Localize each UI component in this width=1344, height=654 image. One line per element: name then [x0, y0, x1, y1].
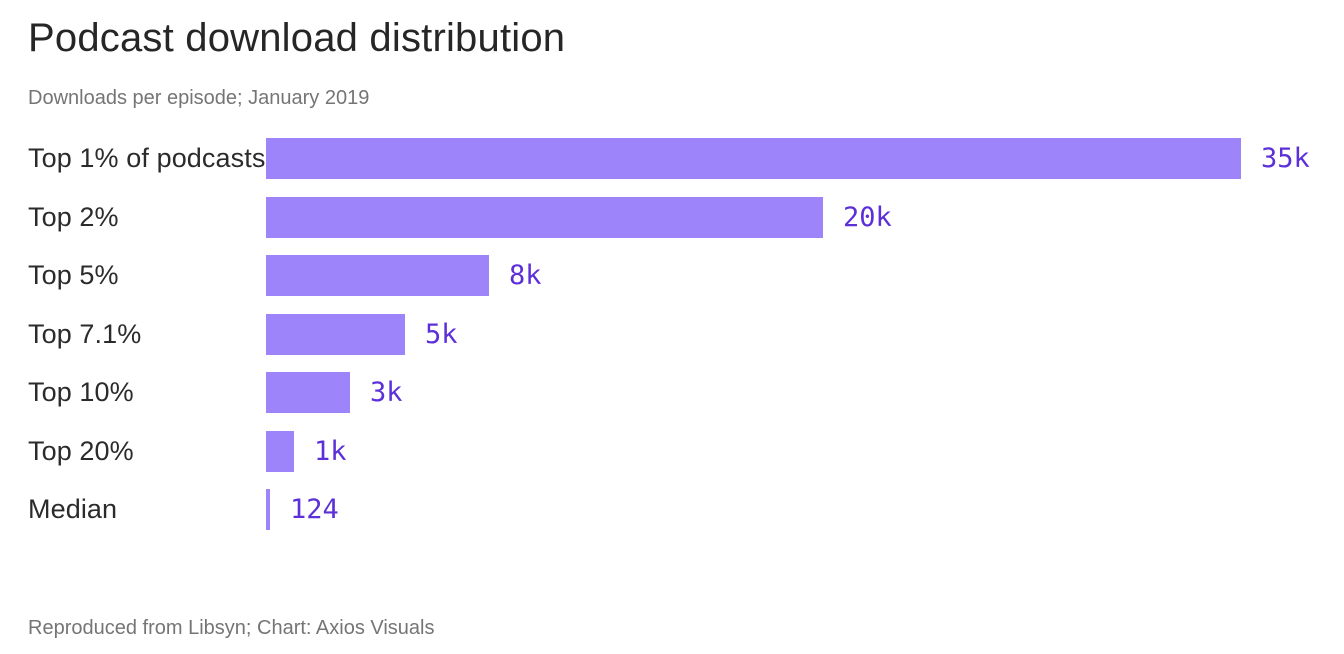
value-label: 5k: [425, 318, 458, 350]
bar: [266, 255, 489, 296]
chart-row: Top 2% 20k: [28, 196, 1316, 238]
category-label: Top 7.1%: [28, 318, 142, 349]
chart-row: Top 20% 1k: [28, 430, 1316, 472]
chart-row: Top 5% 8k: [28, 255, 1316, 296]
chart-container: Podcast download distribution Downloads …: [0, 16, 1344, 640]
bar: [266, 430, 294, 472]
bar: [266, 196, 823, 238]
bar: [266, 372, 350, 413]
category-label: Median: [28, 494, 118, 524]
value-label: 8k: [509, 260, 542, 291]
value-label: 124: [290, 494, 339, 525]
bar: [266, 313, 405, 355]
category-label: Top 5%: [28, 260, 119, 290]
chart-row: Median 124: [28, 489, 1316, 530]
value-label: 1k: [314, 435, 347, 467]
category-label: Top 2%: [28, 201, 119, 232]
bar: [266, 138, 1241, 179]
bar-chart: Top 1% of podcasts 35k Top 2% 20k Top 5%…: [28, 138, 1316, 530]
value-label: 20k: [843, 201, 892, 233]
chart-row: Top 7.1% 5k: [28, 313, 1316, 355]
value-label: 35k: [1261, 143, 1310, 174]
category-label: Top 20%: [28, 435, 134, 466]
bar: [266, 489, 270, 530]
chart-subtitle: Downloads per episode; January 2019: [28, 87, 370, 109]
category-label: Top 10%: [28, 377, 134, 407]
chart-row: Top 1% of podcasts 35k: [28, 138, 1316, 179]
chart-row: Top 10% 3k: [28, 372, 1316, 413]
value-label: 3k: [370, 377, 403, 408]
source-note: Reproduced from Libsyn; Chart: Axios Vis…: [28, 617, 435, 639]
page-title: Podcast download distribution: [28, 16, 566, 60]
category-label: Top 1% of podcasts: [28, 143, 266, 173]
